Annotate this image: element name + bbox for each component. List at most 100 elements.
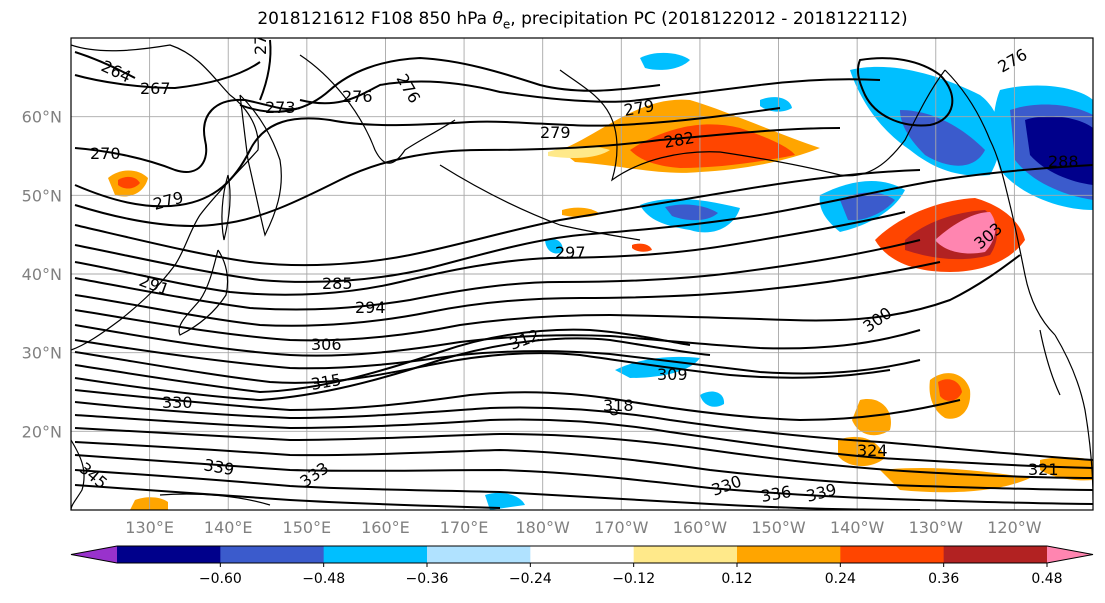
precip-patch — [900, 110, 985, 166]
contour-closed-ne — [856, 57, 954, 127]
longitude-label: 170°W — [594, 518, 649, 537]
map-area: 264 267 270 273 276 276 279 279 279 282 … — [71, 24, 1093, 510]
longitude-label: 140°E — [204, 518, 253, 537]
colorbar-tick-label: −0.48 — [302, 571, 345, 587]
colorbar-extend-high — [1047, 546, 1093, 563]
coast-kamchatka — [239, 94, 282, 237]
latitude-labels: 60°N 50°N 40°N 30°N 20°N — [22, 108, 62, 442]
contour-276 — [299, 78, 881, 105]
contour-330 — [74, 441, 1093, 491]
colorbar-outline — [70, 545, 1094, 564]
precip-patch — [700, 391, 725, 407]
coast-baja — [1039, 329, 1061, 396]
contour-267 — [74, 61, 261, 90]
coast-japan — [178, 249, 229, 336]
contour-label: 276 — [995, 45, 1031, 77]
contour-321 — [74, 401, 1093, 461]
colorbar-tick-label: −0.12 — [612, 571, 655, 587]
contour-label: 339 — [202, 455, 235, 479]
precip-patch — [760, 97, 792, 112]
precip-patch — [665, 204, 718, 221]
contour-label: 339 — [804, 480, 838, 506]
colorbar-tick-label: 0.48 — [1031, 571, 1062, 587]
contour-label: 285 — [322, 274, 353, 293]
colorbar-tick-label: −0.24 — [509, 571, 552, 587]
theta-e-contours — [74, 39, 1093, 510]
latitude-label: 40°N — [22, 265, 62, 284]
longitude-label: 160°W — [673, 518, 728, 537]
precip-patch — [632, 243, 652, 252]
contour-291 — [74, 211, 906, 296]
contour-273 — [239, 56, 661, 113]
precip-patch — [640, 52, 690, 70]
contour-315 — [74, 337, 711, 402]
contour-339 — [74, 484, 501, 509]
colorbar-tick-label: 0.24 — [825, 571, 856, 587]
colorbar-segment — [117, 546, 221, 563]
precip-patch — [1025, 116, 1093, 185]
colorbar-extend-low — [71, 546, 117, 563]
colorbar-tick-label: −0.36 — [406, 571, 449, 587]
longitude-labels: 130°E 140°E 150°E 160°E 170°E 180°W 170°W 160°W… — [125, 518, 1041, 537]
contour-label: 336 — [759, 482, 792, 506]
colorbar-tick-label: 0.36 — [928, 571, 959, 587]
precip-patch — [545, 238, 563, 254]
contour-label: 315 — [309, 370, 342, 394]
latitude-label: 20°N — [22, 422, 62, 441]
map-frame — [70, 37, 1094, 511]
coastlines — [71, 44, 1093, 510]
colorbar-tick-label: 0.12 — [721, 571, 752, 587]
colorbar-segment — [737, 546, 841, 563]
colorbar-segment — [943, 546, 1048, 563]
contour-label: 300 — [859, 303, 895, 336]
longitude-label: 150°E — [283, 518, 332, 537]
contour-label: 279 — [151, 188, 185, 214]
contour-label: 330 — [709, 471, 744, 499]
contour-label: 297 — [555, 243, 586, 262]
contour-327 — [74, 427, 1093, 479]
contour-label: 288 — [1048, 152, 1079, 171]
contour-306 — [74, 339, 921, 375]
contour-label: 276 — [342, 87, 373, 106]
colorbar-segment — [530, 546, 635, 563]
precip-patch — [935, 212, 996, 254]
precip-patch — [1040, 457, 1093, 481]
contour-288 — [74, 164, 1093, 283]
colorbar-tick-label: −0.60 — [199, 571, 242, 587]
colorbar-segment — [427, 546, 531, 563]
colorbar: −0.60 −0.48 −0.36 −0.24 −0.12 0.12 0.24 0.36 0.4… — [70, 545, 1094, 587]
precip-patch — [118, 176, 140, 189]
contour-276b — [259, 39, 272, 101]
colorbar-segment — [633, 546, 738, 563]
graticule — [71, 38, 1093, 510]
contour-297 — [74, 261, 941, 327]
colorbar-segment — [220, 546, 325, 563]
contour-324 — [74, 414, 1093, 469]
longitude-label: 170°E — [440, 518, 489, 537]
contour-label: 312 — [507, 325, 542, 353]
contour-label: 273 — [265, 98, 296, 117]
precip-patch — [130, 497, 168, 510]
contour-label: 294 — [355, 298, 386, 317]
contour-label: 267 — [140, 79, 171, 98]
latitude-label: 60°N — [22, 108, 62, 127]
coast-philippines — [71, 439, 85, 510]
contour-312 — [74, 328, 691, 394]
contour-label: 330 — [162, 393, 193, 412]
contour-294 — [74, 239, 921, 311]
contour-label: 321 — [1028, 460, 1059, 479]
contour-label: 309 — [657, 365, 688, 384]
coast-aleutians — [439, 164, 641, 241]
contour-270 — [74, 98, 301, 173]
precip-patch — [938, 379, 962, 401]
contour-label: 276 — [393, 71, 425, 107]
latitude-label: 30°N — [22, 344, 62, 363]
title-theta: θ — [492, 9, 503, 29]
chart-title: 2018121612 F108 850 hPa θe, precipitatio… — [0, 9, 1105, 31]
colorbar-segment — [840, 546, 945, 563]
longitude-label: 130°E — [125, 518, 174, 537]
longitude-label: 180°W — [516, 518, 571, 537]
title-suffix: , precipitation PC (2018122012 - 2018122… — [510, 9, 908, 29]
title-theta-sub: e — [502, 17, 511, 32]
contour-label: 278 — [251, 24, 270, 55]
